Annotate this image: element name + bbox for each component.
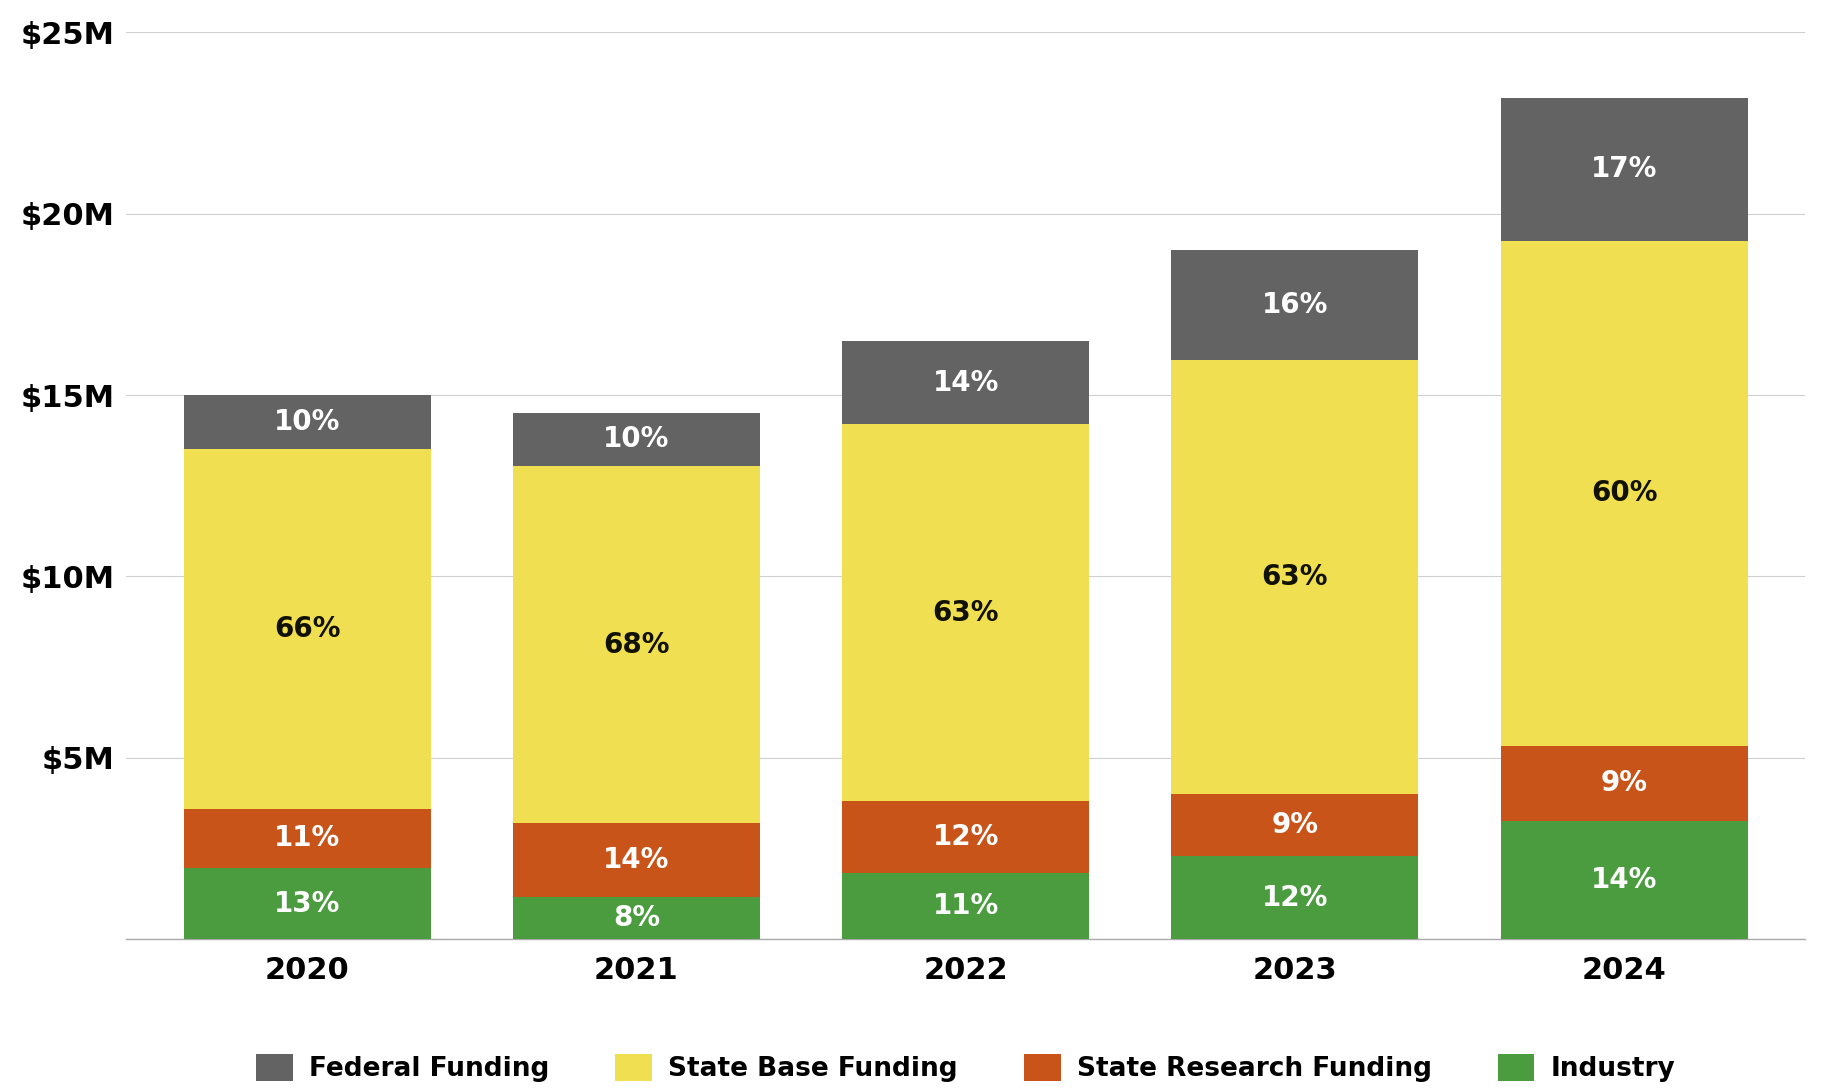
Text: 63%: 63% xyxy=(932,598,998,627)
Bar xyxy=(514,897,760,939)
Bar xyxy=(184,450,431,808)
Text: 14%: 14% xyxy=(1591,866,1657,894)
Text: 68%: 68% xyxy=(604,630,670,658)
Bar xyxy=(842,874,1090,939)
Text: 13%: 13% xyxy=(273,890,339,917)
Bar xyxy=(1501,746,1747,821)
Bar xyxy=(514,466,760,823)
Text: 11%: 11% xyxy=(932,892,998,921)
Text: 63%: 63% xyxy=(1262,563,1329,591)
Text: 9%: 9% xyxy=(1272,811,1318,840)
Bar xyxy=(1171,360,1418,794)
Text: 16%: 16% xyxy=(1262,292,1329,319)
Text: 14%: 14% xyxy=(604,846,670,875)
Text: 11%: 11% xyxy=(273,824,339,853)
Bar xyxy=(1501,97,1747,240)
Text: 10%: 10% xyxy=(604,426,670,453)
Text: 14%: 14% xyxy=(932,368,998,396)
Bar xyxy=(1171,250,1418,360)
Text: 12%: 12% xyxy=(1262,883,1329,912)
Text: 66%: 66% xyxy=(273,615,341,643)
Bar xyxy=(842,341,1090,425)
Bar xyxy=(842,802,1090,874)
Bar xyxy=(514,823,760,897)
Bar xyxy=(1171,794,1418,856)
Bar xyxy=(1171,856,1418,939)
Text: 9%: 9% xyxy=(1600,770,1648,797)
Bar xyxy=(1501,821,1747,939)
Bar xyxy=(184,868,431,939)
Text: 17%: 17% xyxy=(1591,155,1657,183)
Bar xyxy=(514,413,760,466)
Text: 12%: 12% xyxy=(932,823,998,852)
Text: 10%: 10% xyxy=(273,408,339,436)
Legend: Federal Funding, State Base Funding, State Research Funding, Industry: Federal Funding, State Base Funding, Sta… xyxy=(246,1043,1686,1092)
Bar xyxy=(184,395,431,450)
Bar xyxy=(184,808,431,868)
Text: 60%: 60% xyxy=(1591,479,1657,507)
Bar xyxy=(1501,240,1747,746)
Text: 8%: 8% xyxy=(613,904,661,933)
Bar xyxy=(842,425,1090,802)
